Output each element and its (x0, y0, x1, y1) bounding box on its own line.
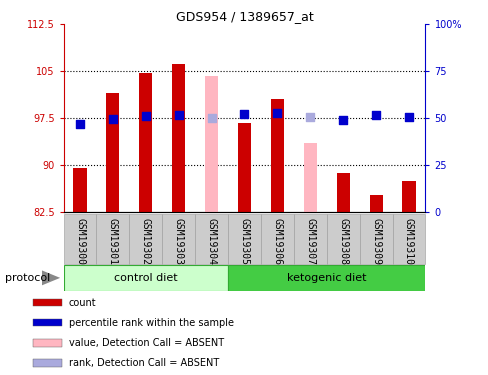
Bar (33, 339, 62, 346)
Bar (73, 168, 86, 212)
Text: rank, Detection Call = ABSENT: rank, Detection Call = ABSENT (69, 358, 219, 368)
Bar (227, 265, 425, 291)
Bar (326, 214, 359, 264)
Bar (336, 172, 349, 212)
Text: control diet: control diet (114, 273, 177, 283)
Bar (359, 214, 392, 264)
Text: GSM19305: GSM19305 (239, 218, 249, 265)
Bar (162, 214, 195, 264)
Text: GSM19310: GSM19310 (403, 218, 413, 265)
Bar (33, 299, 62, 306)
Text: GSM19308: GSM19308 (338, 218, 347, 265)
Bar (270, 99, 284, 212)
Bar (63, 214, 96, 264)
Bar (139, 72, 152, 212)
Title: GDS954 / 1389657_at: GDS954 / 1389657_at (175, 10, 313, 23)
Bar (402, 181, 415, 212)
Point (109, 116, 117, 122)
Point (240, 111, 248, 117)
Bar (204, 76, 218, 212)
Bar (172, 64, 185, 212)
Point (207, 115, 215, 121)
Bar (63, 265, 227, 291)
Text: GSM19302: GSM19302 (141, 218, 150, 265)
Text: GSM19306: GSM19306 (272, 218, 282, 265)
Bar (33, 319, 62, 326)
Text: percentile rank within the sample: percentile rank within the sample (69, 318, 233, 328)
Point (76, 121, 84, 127)
Bar (261, 214, 293, 264)
Bar (96, 214, 129, 264)
Bar (129, 214, 162, 264)
Bar (392, 214, 425, 264)
Text: GSM19301: GSM19301 (108, 218, 118, 265)
Bar (33, 359, 62, 367)
Text: GSM19307: GSM19307 (305, 218, 315, 265)
Point (174, 112, 182, 118)
Text: value, Detection Call = ABSENT: value, Detection Call = ABSENT (69, 338, 224, 348)
Bar (293, 214, 326, 264)
Bar (369, 195, 382, 212)
Bar (106, 93, 119, 212)
Bar (195, 214, 227, 264)
Text: count: count (69, 298, 96, 307)
Text: GSM19304: GSM19304 (206, 218, 216, 265)
Bar (303, 143, 316, 212)
Text: protocol: protocol (5, 273, 50, 283)
Point (404, 114, 412, 120)
Point (306, 114, 314, 120)
Text: GSM19303: GSM19303 (173, 218, 183, 265)
Text: GSM19309: GSM19309 (370, 218, 380, 265)
Text: GSM19300: GSM19300 (75, 218, 85, 265)
Point (371, 112, 379, 118)
Bar (238, 123, 250, 212)
Polygon shape (41, 270, 60, 285)
Point (339, 117, 346, 123)
Point (142, 113, 149, 119)
Point (273, 110, 281, 116)
Bar (227, 214, 261, 264)
Text: ketogenic diet: ketogenic diet (286, 273, 366, 283)
